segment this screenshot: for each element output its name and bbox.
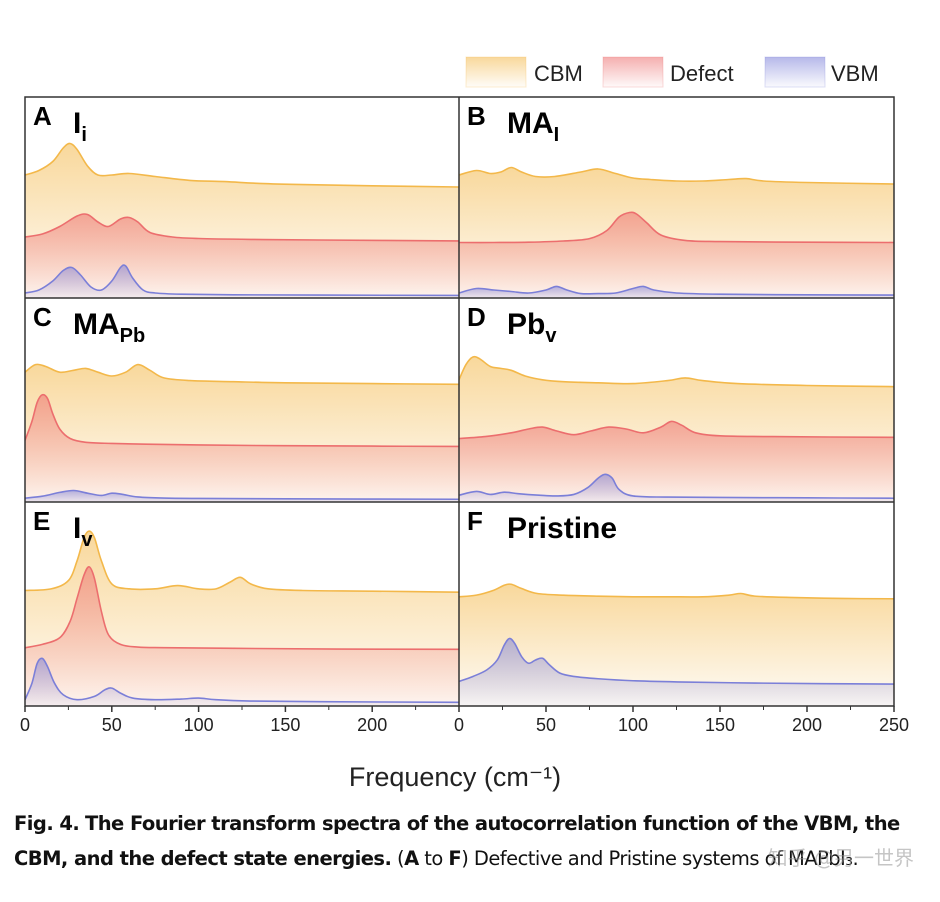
- legend-label-defect: Defect: [670, 61, 734, 86]
- caption-range-end: F: [448, 847, 462, 870]
- panel-letter-b: B: [467, 101, 486, 131]
- panel-c-vbm-line: [25, 489, 459, 501]
- x-tick-label-left-50: 50: [102, 715, 122, 735]
- panel-f-vbm-line: [459, 637, 894, 685]
- panel-d-defect-area: [459, 421, 894, 502]
- panel-title-b: MAI: [507, 107, 559, 146]
- panel-d-defect-line: [459, 420, 894, 440]
- x-tick-label-right-200: 200: [792, 715, 822, 735]
- legend-swatch-cbm: [465, 56, 527, 88]
- figure-chart: CBM Defect VBM A Ii B MAI C MAPb D Pbv E Iv F Pristin…: [20, 56, 909, 792]
- panel-letter-c: C: [33, 302, 52, 332]
- panel-c-cbm-line: [25, 363, 459, 386]
- caption-range-start: A: [404, 847, 419, 870]
- panel-a-vbm-line: [25, 264, 459, 297]
- panel-a-defect-area: [25, 214, 459, 298]
- panel-f-cbm-line: [459, 583, 894, 600]
- panel-d-cbm-line: [459, 355, 894, 388]
- panel-title-c: MAPb: [73, 308, 145, 347]
- x-tick-label-left-150: 150: [270, 715, 300, 735]
- axes: 0 50 100 150 200 0 50 100 150 200 250: [20, 96, 909, 735]
- panel-e-defect-area: [25, 566, 459, 706]
- caption-open-paren: (: [397, 847, 405, 870]
- legend: CBM Defect VBM: [465, 56, 879, 88]
- x-tick-label-right-50: 50: [536, 715, 556, 735]
- panels: A Ii B MAI C MAPb D Pbv E Iv F Pristine: [25, 101, 894, 706]
- panel-e: E Iv: [25, 506, 459, 706]
- panel-d: D Pbv: [459, 302, 894, 502]
- figure-caption: Fig. 4. The Fourier transform spectra of…: [14, 806, 929, 876]
- caption-range-to: to: [418, 847, 449, 870]
- panel-f: F Pristine: [459, 506, 894, 706]
- panel-f-vbm-area: [459, 638, 894, 706]
- x-tick-label-right-100: 100: [618, 715, 648, 735]
- x-tick-label-right-150: 150: [705, 715, 735, 735]
- legend-swatch-defect: [602, 56, 664, 88]
- panel-b-defect-line: [459, 211, 894, 244]
- x-tick-label-left-0: 0: [20, 715, 30, 735]
- panel-letter-f: F: [467, 506, 483, 536]
- x-axis-label: Frequency (cm⁻¹): [349, 762, 561, 792]
- panel-b: B MAI: [459, 101, 894, 298]
- panel-title-f: Pristine: [507, 512, 617, 545]
- panel-b-defect-area: [459, 212, 894, 298]
- panel-title-a: Ii: [73, 107, 87, 146]
- panel-c-defect-area: [25, 394, 459, 502]
- panel-title-e: Iv: [73, 512, 93, 551]
- panel-c-defect-line: [25, 393, 459, 448]
- panel-title-d: Pbv: [507, 308, 557, 347]
- legend-label-vbm: VBM: [831, 61, 879, 86]
- panel-e-cbm-line: [25, 530, 459, 593]
- panel-d-vbm-area: [459, 474, 894, 502]
- legend-label-cbm: CBM: [534, 61, 583, 86]
- panel-e-vbm-area: [25, 658, 459, 706]
- x-tick-label-right-250: 250: [879, 715, 909, 735]
- panel-b-cbm-line: [459, 166, 894, 185]
- panel-a-cbm-line: [25, 142, 459, 188]
- panel-a-defect-line: [25, 213, 459, 242]
- panel-e-vbm-line: [25, 657, 459, 704]
- caption-body: ) Defective and Pristine systems of MAPb…: [461, 847, 859, 870]
- caption-fig-label: Fig. 4.: [14, 812, 80, 835]
- panel-letter-d: D: [467, 302, 486, 332]
- panel-d-vbm-line: [459, 473, 894, 500]
- x-tick-label-left-200: 200: [357, 715, 387, 735]
- panel-c: C MAPb: [25, 302, 459, 502]
- panel-letter-a: A: [33, 101, 52, 131]
- panel-letter-e: E: [33, 506, 50, 536]
- panel-a-vbm-area: [25, 265, 459, 298]
- legend-swatch-vbm: [764, 56, 826, 88]
- panel-b-vbm-line: [459, 285, 894, 296]
- caption-title: The Fourier transform spectra of the aut…: [14, 812, 900, 870]
- watermark: 知乎 @另一世界: [767, 846, 914, 870]
- panel-e-defect-line: [25, 566, 459, 651]
- panel-a: A Ii: [25, 101, 459, 298]
- x-tick-label-left-100: 100: [184, 715, 214, 735]
- x-tick-label-right-0: 0: [454, 715, 464, 735]
